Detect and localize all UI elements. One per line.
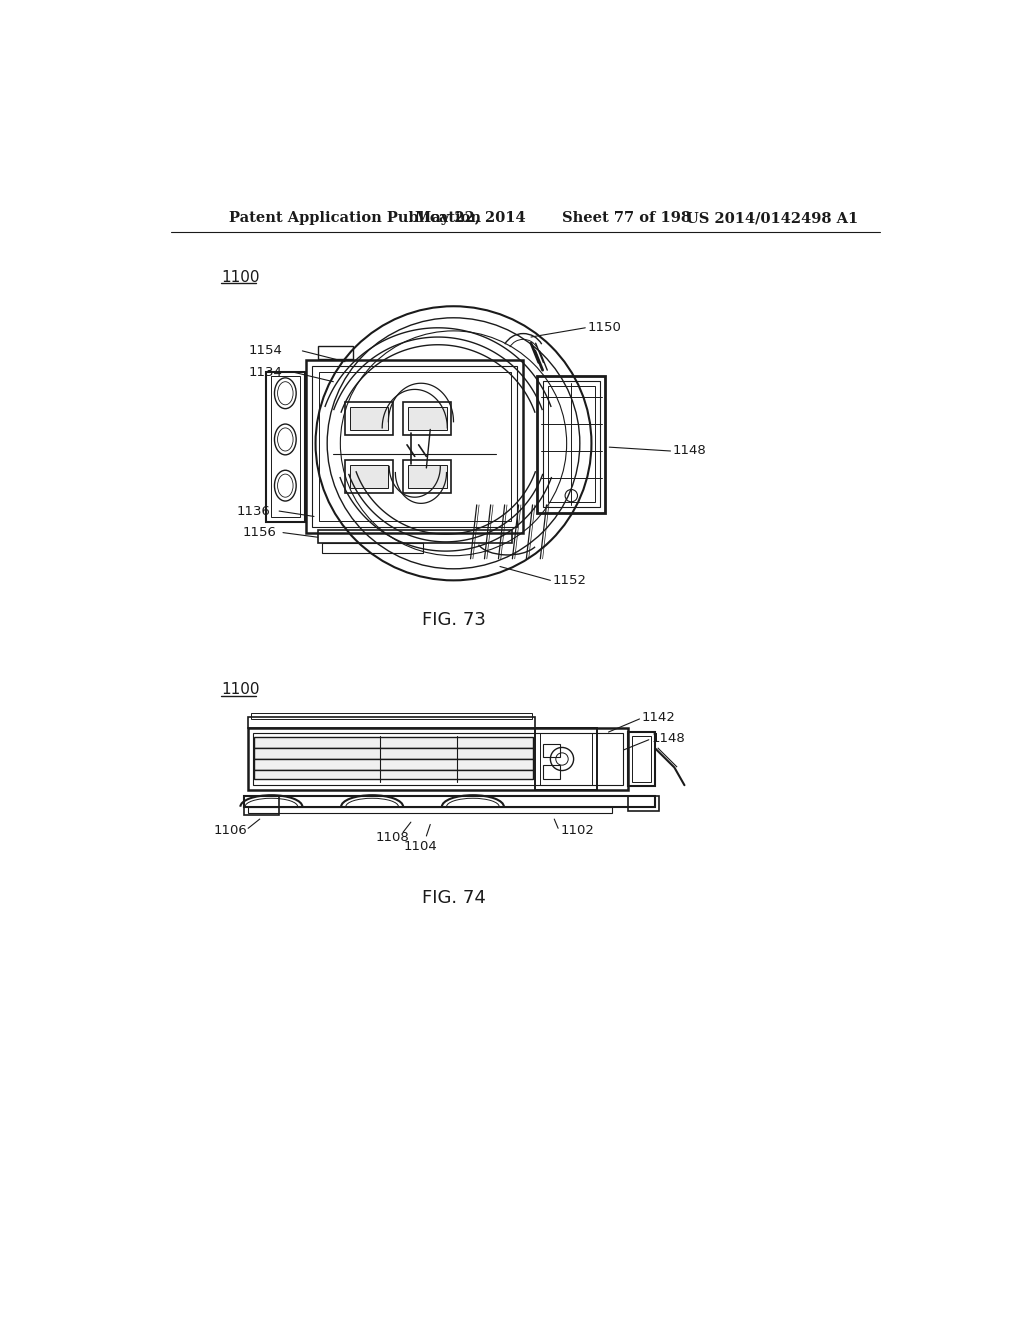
- Text: 1106: 1106: [213, 824, 247, 837]
- Bar: [266, 372, 305, 521]
- Bar: [317, 529, 512, 544]
- Text: 1156: 1156: [243, 527, 276, 539]
- Text: 1108: 1108: [376, 832, 410, 843]
- Text: May 22, 2014: May 22, 2014: [415, 211, 525, 226]
- Text: 1136: 1136: [237, 504, 270, 517]
- Text: 1150: 1150: [588, 321, 622, 334]
- Text: 1102: 1102: [560, 824, 594, 837]
- Bar: [254, 770, 534, 779]
- Text: 1142: 1142: [642, 711, 676, 723]
- Text: 1134: 1134: [248, 366, 282, 379]
- Bar: [543, 381, 600, 507]
- Bar: [312, 367, 517, 527]
- Bar: [403, 461, 452, 492]
- Bar: [349, 407, 388, 430]
- Bar: [628, 733, 655, 785]
- Text: 1100: 1100: [221, 271, 259, 285]
- Bar: [245, 796, 655, 807]
- Bar: [403, 403, 452, 434]
- Bar: [345, 461, 393, 492]
- Text: 1148: 1148: [651, 731, 685, 744]
- Bar: [540, 733, 592, 785]
- Bar: [548, 387, 595, 502]
- Text: Patent Application Publication: Patent Application Publication: [228, 211, 480, 226]
- Bar: [628, 796, 658, 812]
- Text: 1148: 1148: [673, 445, 707, 458]
- Text: FIG. 73: FIG. 73: [422, 611, 485, 630]
- Bar: [245, 796, 280, 816]
- Text: 1104: 1104: [403, 840, 437, 853]
- Text: FIG. 74: FIG. 74: [422, 888, 485, 907]
- Bar: [248, 729, 628, 789]
- Bar: [632, 737, 651, 781]
- Text: US 2014/0142498 A1: US 2014/0142498 A1: [686, 211, 858, 226]
- Text: 1152: 1152: [553, 574, 587, 587]
- Bar: [251, 713, 531, 719]
- Bar: [254, 748, 534, 759]
- Bar: [306, 360, 523, 533]
- Bar: [318, 372, 511, 521]
- Bar: [543, 766, 560, 779]
- Text: 1100: 1100: [221, 682, 259, 697]
- Bar: [322, 544, 423, 553]
- Bar: [270, 376, 300, 517]
- Bar: [543, 743, 560, 758]
- Bar: [408, 465, 446, 488]
- Text: Sheet 77 of 198: Sheet 77 of 198: [562, 211, 691, 226]
- Bar: [254, 759, 534, 770]
- Text: 1154: 1154: [248, 345, 282, 358]
- Bar: [408, 407, 446, 430]
- Bar: [317, 346, 352, 359]
- Bar: [538, 376, 605, 512]
- Bar: [253, 733, 624, 785]
- Bar: [248, 807, 612, 813]
- Bar: [535, 729, 597, 789]
- Bar: [345, 403, 393, 434]
- Bar: [349, 465, 388, 488]
- Bar: [254, 738, 534, 748]
- Bar: [248, 718, 535, 729]
